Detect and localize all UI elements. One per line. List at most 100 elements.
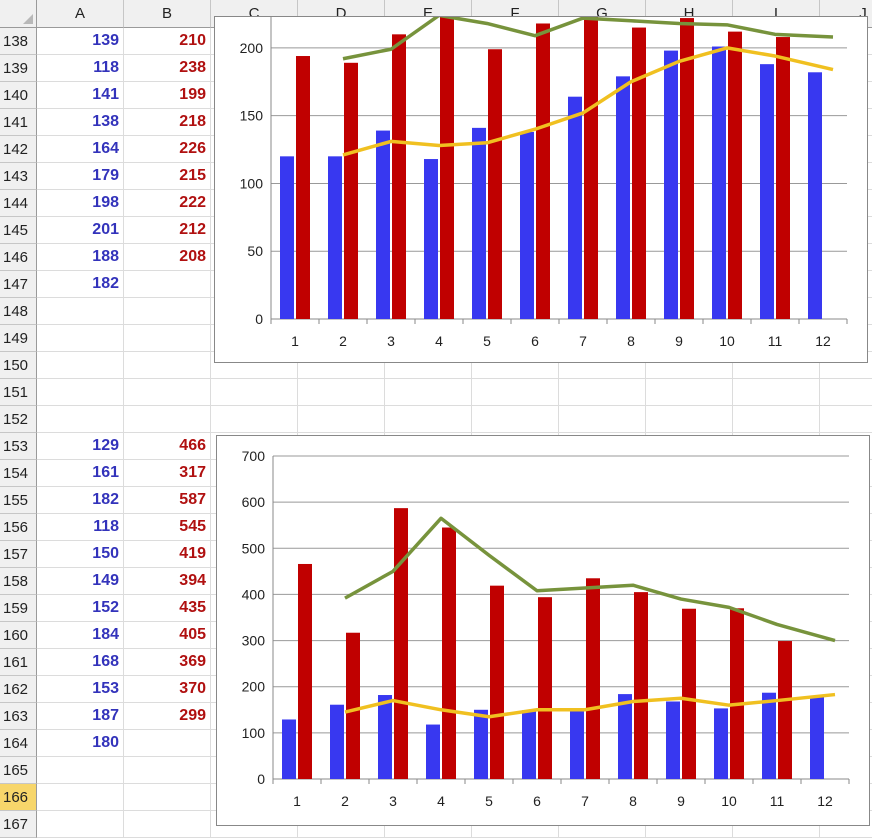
cell-H152[interactable] [646,406,733,433]
cell-C152[interactable] [211,406,298,433]
cell-A161[interactable]: 168 [37,649,124,676]
cell-E151[interactable] [385,379,472,406]
cell-B163[interactable]: 299 [124,703,211,730]
row-header-158[interactable]: 158 [0,568,37,595]
cell-A165[interactable] [37,757,124,784]
cell-A153[interactable]: 129 [37,433,124,460]
cell-B162[interactable]: 370 [124,676,211,703]
cell-D152[interactable] [298,406,385,433]
cell-A164[interactable]: 180 [37,730,124,757]
cell-A151[interactable] [37,379,124,406]
cell-C150[interactable] [211,352,298,379]
cell-J151[interactable] [820,379,872,406]
cell-A140[interactable]: 141 [37,82,124,109]
cell-J152[interactable] [820,406,872,433]
cell-B138[interactable]: 210 [124,28,211,55]
cell-A166[interactable] [37,784,124,811]
column-header-B[interactable]: B [124,0,211,28]
cell-B153[interactable]: 466 [124,433,211,460]
row-header-139[interactable]: 139 [0,55,37,82]
cell-E150[interactable] [385,352,472,379]
row-header-155[interactable]: 155 [0,487,37,514]
row-header-151[interactable]: 151 [0,379,37,406]
row-header-164[interactable]: 164 [0,730,37,757]
cell-B158[interactable]: 394 [124,568,211,595]
cell-B142[interactable]: 226 [124,136,211,163]
cell-B167[interactable] [124,811,211,838]
cell-A155[interactable]: 182 [37,487,124,514]
cell-B160[interactable]: 405 [124,622,211,649]
cell-B140[interactable]: 199 [124,82,211,109]
cell-G150[interactable] [559,352,646,379]
cell-B165[interactable] [124,757,211,784]
row-header-167[interactable]: 167 [0,811,37,838]
cell-A154[interactable]: 161 [37,460,124,487]
cell-B155[interactable]: 587 [124,487,211,514]
row-header-149[interactable]: 149 [0,325,37,352]
row-header-138[interactable]: 138 [0,28,37,55]
row-header-166[interactable]: 166 [0,784,37,811]
cell-I150[interactable] [733,352,820,379]
cell-B139[interactable]: 238 [124,55,211,82]
row-header-148[interactable]: 148 [0,298,37,325]
row-header-154[interactable]: 154 [0,460,37,487]
cell-A146[interactable]: 188 [37,244,124,271]
cell-B159[interactable]: 435 [124,595,211,622]
cell-A158[interactable]: 149 [37,568,124,595]
cell-B156[interactable]: 545 [124,514,211,541]
row-header-157[interactable]: 157 [0,541,37,568]
cell-A162[interactable]: 153 [37,676,124,703]
chart-top[interactable]: 0 50 100 150 200 1 2 3 4 5 6 7 8 9 10 11 12 [214,10,868,363]
cell-A139[interactable]: 118 [37,55,124,82]
row-header-142[interactable]: 142 [0,136,37,163]
select-all-corner[interactable] [0,0,37,28]
cell-B151[interactable] [124,379,211,406]
cell-B146[interactable]: 208 [124,244,211,271]
cell-E152[interactable] [385,406,472,433]
row-header-165[interactable]: 165 [0,757,37,784]
cell-B148[interactable] [124,298,211,325]
cell-B157[interactable]: 419 [124,541,211,568]
cell-D151[interactable] [298,379,385,406]
cell-A141[interactable]: 138 [37,109,124,136]
chart-bottom[interactable]: 0 100 200 300 400 500 600 700 1 2 3 4 5 6 7 8 9 10 11 12 [216,435,870,826]
row-header-160[interactable]: 160 [0,622,37,649]
cell-A156[interactable]: 118 [37,514,124,541]
cell-B164[interactable] [124,730,211,757]
cell-F152[interactable] [472,406,559,433]
cell-A143[interactable]: 179 [37,163,124,190]
cell-B147[interactable] [124,271,211,298]
row-header-153[interactable]: 153 [0,433,37,460]
cell-A144[interactable]: 198 [37,190,124,217]
cell-H151[interactable] [646,379,733,406]
cell-B144[interactable]: 222 [124,190,211,217]
row-header-161[interactable]: 161 [0,649,37,676]
row-header-145[interactable]: 145 [0,217,37,244]
row-header-140[interactable]: 140 [0,82,37,109]
cell-F151[interactable] [472,379,559,406]
cell-A152[interactable] [37,406,124,433]
row-header-156[interactable]: 156 [0,514,37,541]
cell-A138[interactable]: 139 [37,28,124,55]
cell-A167[interactable] [37,811,124,838]
cell-G152[interactable] [559,406,646,433]
cell-J150[interactable] [820,352,872,379]
cell-A149[interactable] [37,325,124,352]
cell-B150[interactable] [124,352,211,379]
cell-A157[interactable]: 150 [37,541,124,568]
row-header-163[interactable]: 163 [0,703,37,730]
cell-A163[interactable]: 187 [37,703,124,730]
cell-F150[interactable] [472,352,559,379]
row-header-152[interactable]: 152 [0,406,37,433]
row-header-144[interactable]: 144 [0,190,37,217]
cell-C151[interactable] [211,379,298,406]
row-header-150[interactable]: 150 [0,352,37,379]
row-header-143[interactable]: 143 [0,163,37,190]
row-header-141[interactable]: 141 [0,109,37,136]
cell-A145[interactable]: 201 [37,217,124,244]
cell-B149[interactable] [124,325,211,352]
row-header-162[interactable]: 162 [0,676,37,703]
cell-A148[interactable] [37,298,124,325]
cell-I152[interactable] [733,406,820,433]
cell-A147[interactable]: 182 [37,271,124,298]
